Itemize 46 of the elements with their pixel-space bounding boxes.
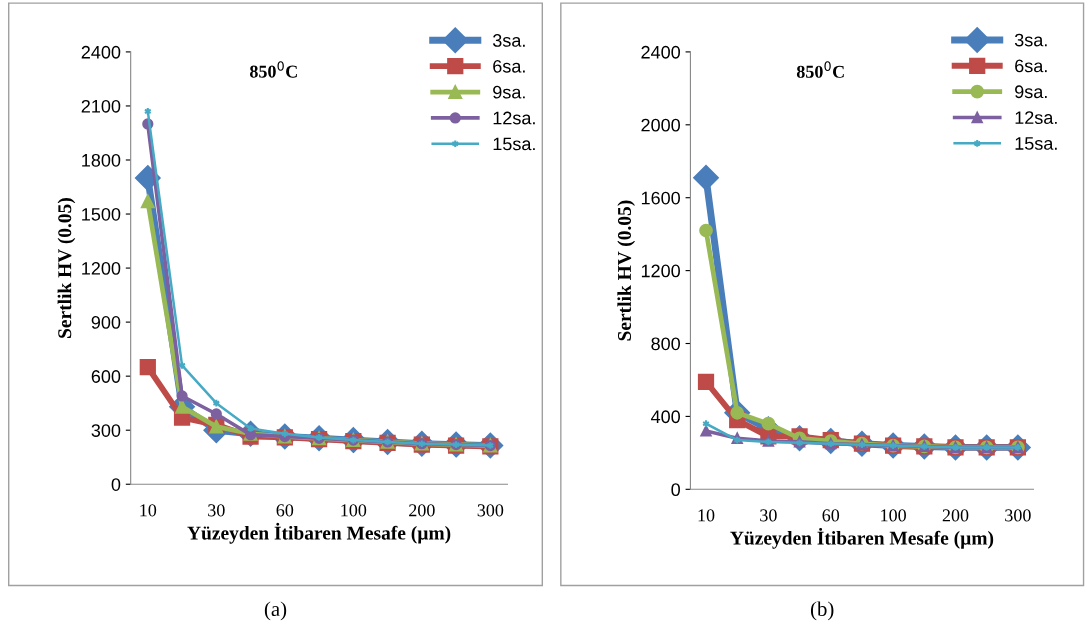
y-tick-label: 2100 [81,99,121,113]
y-tick-label: 0 [671,483,680,497]
text: (b) [810,601,834,621]
y-tick-label: 2400 [641,45,680,59]
y-tick-label: 600 [91,370,121,383]
x-tick-label: 300 [477,504,504,517]
chart-title: 850$^{0}$C [796,61,844,78]
legend-label: 3sa. [492,34,525,47]
x-tick-label: 60 [822,509,840,522]
chart-title: 850$^{0}$C [250,61,297,78]
x-tick-label: 200 [409,504,435,517]
y-axis-title: Sertlik HV (0.05) [617,200,635,341]
x-tick-label: 30 [208,504,225,517]
legend-label: 15sa. [493,137,535,151]
y-tick-label: 900 [91,316,121,329]
legend-label: 12sa. [493,111,535,125]
y-tick-label: 2400 [81,45,121,59]
text: (a) [264,601,287,621]
y-tick-label: 1500 [82,207,121,221]
legend-label: 6sa. [493,59,525,73]
legend-label: 15sa. [1015,137,1057,150]
x-tick-label: 200 [942,509,969,522]
y-tick-label: 800 [651,337,680,351]
y-tick-label: 0 [111,478,121,491]
y-tick-label: 2000 [641,118,680,132]
legend-label: 12sa. [1015,111,1057,124]
y-tick-label: 1200 [82,262,121,275]
y-tick-label: 1200 [641,264,680,278]
legend-label: 9sa. [493,85,525,99]
x-tick-label: 10 [140,504,157,517]
x-tick-label: 60 [276,504,294,517]
legend-label: 9sa. [1015,85,1047,99]
legend-label: 3sa. [1014,33,1047,47]
y-axis-title: Sertlik HV (0.05) [57,198,76,338]
legend-label: 6sa. [1015,59,1047,73]
x-axis-title: Yüzeyden İtibaren Mesafe (µm) [730,527,994,549]
x-tick-label: 100 [341,504,367,517]
x-tick-label: 10 [698,509,715,522]
y-tick-label: 1800 [82,153,121,167]
y-tick-label: 400 [651,410,680,424]
x-tick-label: 100 [881,509,906,522]
x-tick-label: 300 [1005,509,1031,522]
x-tick-label: 30 [760,509,777,522]
x-axis-title: Yüzeyden İtibaren Mesafe (µm) [187,522,451,544]
y-tick-label: 1600 [641,191,680,205]
y-tick-label: 300 [91,424,121,437]
